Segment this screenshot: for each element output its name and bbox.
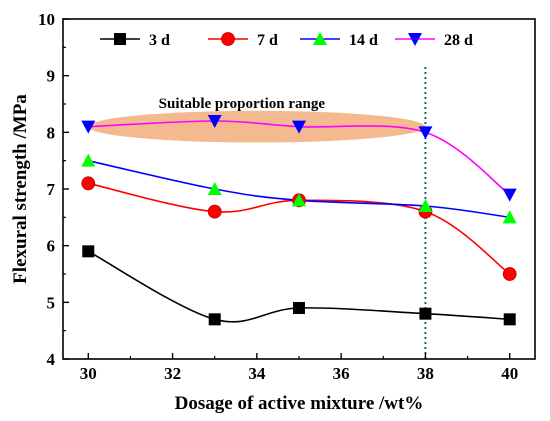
legend-label: 3 d (149, 32, 170, 49)
data-point (418, 199, 433, 212)
legend-marker (114, 33, 126, 45)
data-point (82, 245, 95, 258)
x-axis-label: Dosage of active mixture /wt% (175, 393, 424, 414)
y-axis-ticks: 4 5 6 7 8 9 10 (38, 10, 69, 369)
legend: 3 d 7 d 14 d 28 d (100, 32, 473, 49)
annotation-label: Suitable proportion range (159, 96, 326, 112)
y-tick-label: 4 (47, 350, 56, 369)
x-tick-label: 40 (501, 364, 518, 383)
series-markers (81, 115, 517, 326)
legend-label: 28 d (444, 32, 473, 49)
x-tick-label: 30 (80, 364, 97, 383)
axes: 30 32 34 36 38 40 4 5 6 7 8 9 10 Dosage of active m… (10, 10, 536, 414)
x-tick-label: 34 (248, 364, 266, 383)
y-tick-label: 10 (38, 10, 55, 29)
y-tick-label: 7 (47, 180, 56, 199)
data-point (207, 204, 222, 219)
data-point (418, 126, 433, 140)
y-tick-label: 5 (47, 293, 56, 312)
legend-marker (221, 32, 235, 46)
data-point (502, 210, 517, 224)
data-point (502, 188, 517, 202)
annotation-text-layer: Suitable proportion range (159, 96, 326, 112)
data-point (503, 313, 516, 326)
data-point (502, 267, 517, 281)
legend-marker (408, 33, 422, 46)
legend-marker (313, 32, 327, 45)
legend-label: 14 d (349, 32, 378, 49)
series-lines (87, 120, 511, 323)
x-tick-label: 32 (164, 364, 181, 383)
data-point (419, 307, 432, 320)
x-tick-label: 38 (417, 364, 434, 383)
y-tick-label: 8 (47, 123, 56, 142)
data-point (207, 182, 222, 195)
data-point (81, 153, 96, 167)
suitable-range-ellipse (88, 110, 426, 143)
series-line-2 (88, 159, 510, 219)
data-point (293, 302, 305, 314)
x-axis-ticks: 30 32 34 36 38 40 (80, 353, 518, 383)
data-point (81, 176, 96, 191)
y-tick-label: 9 (47, 67, 56, 86)
data-point (208, 313, 221, 326)
legend-label: 7 d (257, 32, 278, 49)
data-point (292, 193, 306, 207)
annotation-layer (88, 110, 426, 143)
data-point (207, 115, 222, 128)
data-point (292, 120, 306, 134)
x-tick-label: 36 (333, 364, 350, 383)
y-axis-label: Flexural strength /MPa (10, 94, 31, 284)
data-point (81, 120, 96, 134)
y-tick-label: 6 (47, 237, 56, 256)
